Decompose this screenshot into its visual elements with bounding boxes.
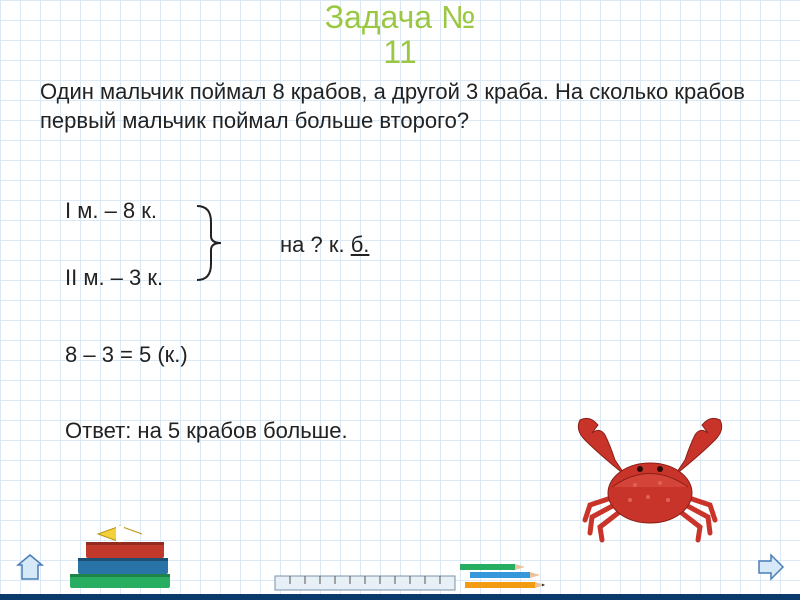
title-line2: 11: [383, 34, 416, 70]
ruler-pencils-icon: [270, 554, 590, 594]
question-suffix: б.: [351, 232, 370, 257]
bottom-decoration: [0, 542, 800, 600]
data-row-1: I м. – 8 к.: [65, 198, 157, 224]
nav-next-button[interactable]: [755, 553, 785, 581]
nav-home-button[interactable]: [15, 553, 45, 581]
title-line1: Задача №: [325, 0, 476, 35]
data-row-2: II м. – 3 к.: [65, 265, 163, 291]
bracket-icon: [195, 202, 225, 284]
answer-text: Ответ: на 5 крабов больше.: [65, 418, 348, 444]
crab-icon: [560, 405, 740, 545]
calculation-text: 8 – 3 = 5 (к.): [65, 342, 188, 368]
books-icon: [60, 524, 190, 594]
table-edge: [0, 594, 800, 600]
question-text: на ? к. б.: [280, 232, 369, 258]
question-prefix: на ? к.: [280, 232, 351, 257]
page-title: Задача № 11: [0, 0, 800, 70]
problem-text: Один мальчик поймал 8 крабов, а другой 3…: [40, 78, 760, 135]
